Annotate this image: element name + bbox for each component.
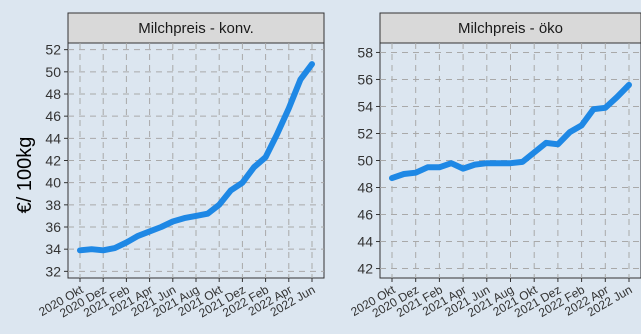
- y-tick-label: 56: [357, 71, 373, 87]
- y-tick-label: 48: [45, 86, 61, 102]
- y-tick-label: 42: [45, 153, 61, 169]
- y-tick-label: 34: [45, 241, 61, 257]
- series-line: [389, 81, 632, 182]
- y-tick-label: 50: [357, 153, 373, 169]
- y-tick-label: 50: [45, 64, 61, 80]
- panel-strip: [379, 12, 641, 44]
- panel-1: Milchpreis - konv. 32 34 36 38 40 42 44 46 48 50 52…: [36, 12, 325, 320]
- y-tick-label: 40: [45, 175, 61, 191]
- y-tick-label: 44: [357, 234, 373, 250]
- y-tick-label: 38: [45, 197, 61, 213]
- panel-strip: [67, 12, 325, 44]
- y-axis-title: €/ 100kg: [14, 137, 36, 214]
- panel-title: Milchpreis - öko: [458, 20, 563, 37]
- y-tick-label: 54: [357, 98, 373, 114]
- series-line: [77, 61, 315, 254]
- y-tick-label: 42: [357, 261, 373, 277]
- y-tick-label: 46: [357, 207, 373, 223]
- panel-title: Milchpreis - konv.: [138, 20, 254, 37]
- y-tick-label: 46: [45, 108, 61, 124]
- y-tick-label: 44: [45, 130, 61, 146]
- y-tick-label: 52: [357, 125, 373, 141]
- y-tick-label: 36: [45, 219, 61, 235]
- y-tick-label: 32: [45, 263, 61, 279]
- y-tick-label: 48: [357, 180, 373, 196]
- y-tick-label: 58: [357, 44, 373, 60]
- y-tick-label: 52: [45, 42, 61, 58]
